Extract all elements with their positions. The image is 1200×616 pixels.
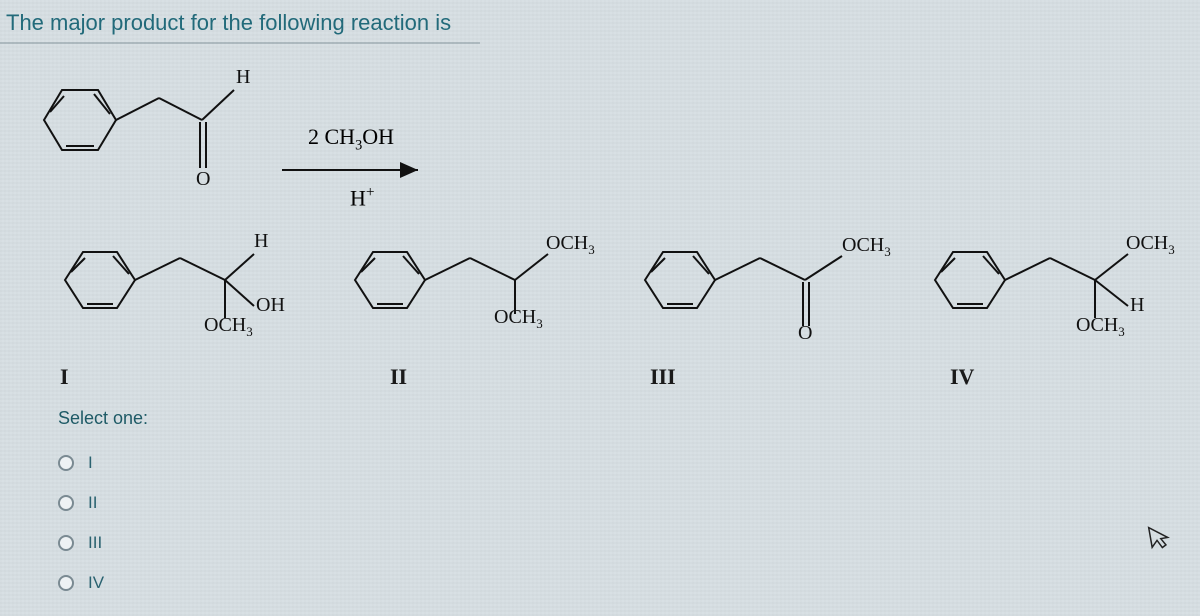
radio-label: IV	[88, 573, 104, 593]
radio-choice-iii[interactable]: III	[58, 523, 148, 563]
options-row: H OH OCH3 I OCH3 OCH3 II	[40, 210, 1190, 390]
roman-ii: II	[390, 364, 407, 390]
radio-choice-iv[interactable]: IV	[58, 563, 148, 603]
roman-iii: III	[650, 364, 676, 390]
radio-icon	[58, 535, 74, 551]
roman-iv: IV	[950, 364, 974, 390]
opt1-oh: OH	[256, 294, 285, 317]
cursor-icon	[1145, 522, 1172, 557]
option-iii: OCH3 O III	[620, 210, 900, 390]
divider	[0, 42, 480, 44]
select-one-title: Select one:	[58, 408, 148, 429]
reactant-h-label: H	[236, 66, 250, 89]
option-i: H OH OCH3 I	[40, 210, 320, 390]
structure-iii	[620, 210, 900, 360]
opt3-o: O	[798, 322, 812, 345]
radio-label: III	[88, 533, 102, 553]
opt4-h: H	[1130, 294, 1144, 317]
reaction-arrow: 2 CH3OH H+	[278, 132, 438, 217]
opt1-h: H	[254, 230, 268, 253]
radio-icon	[58, 455, 74, 471]
radio-label: I	[88, 453, 93, 473]
roman-i: I	[60, 364, 69, 390]
opt2-bottom: OCH3	[494, 306, 543, 332]
select-one-block: Select one: I II III IV	[58, 408, 148, 603]
arrow-bottom-label: H+	[350, 184, 375, 211]
opt4-bottom: OCH3	[1076, 314, 1125, 340]
question-text: The major product for the following reac…	[6, 10, 451, 36]
opt3-top: OCH3	[842, 234, 891, 260]
radio-choice-ii[interactable]: II	[58, 483, 148, 523]
radio-choice-i[interactable]: I	[58, 443, 148, 483]
reaction-scheme: H O 2 CH3OH H+	[14, 50, 414, 200]
arrow-top-label: 2 CH3OH	[308, 124, 394, 154]
opt1-och3: OCH3	[204, 314, 253, 340]
radio-icon	[58, 575, 74, 591]
option-iv: OCH3 H OCH3 IV	[910, 210, 1190, 390]
radio-label: II	[88, 493, 97, 513]
reactant-o-label: O	[196, 168, 210, 191]
reactant-structure	[14, 50, 274, 200]
opt2-top: OCH3	[546, 232, 595, 258]
radio-icon	[58, 495, 74, 511]
option-ii: OCH3 OCH3 II	[330, 210, 610, 390]
opt4-top: OCH3	[1126, 232, 1175, 258]
